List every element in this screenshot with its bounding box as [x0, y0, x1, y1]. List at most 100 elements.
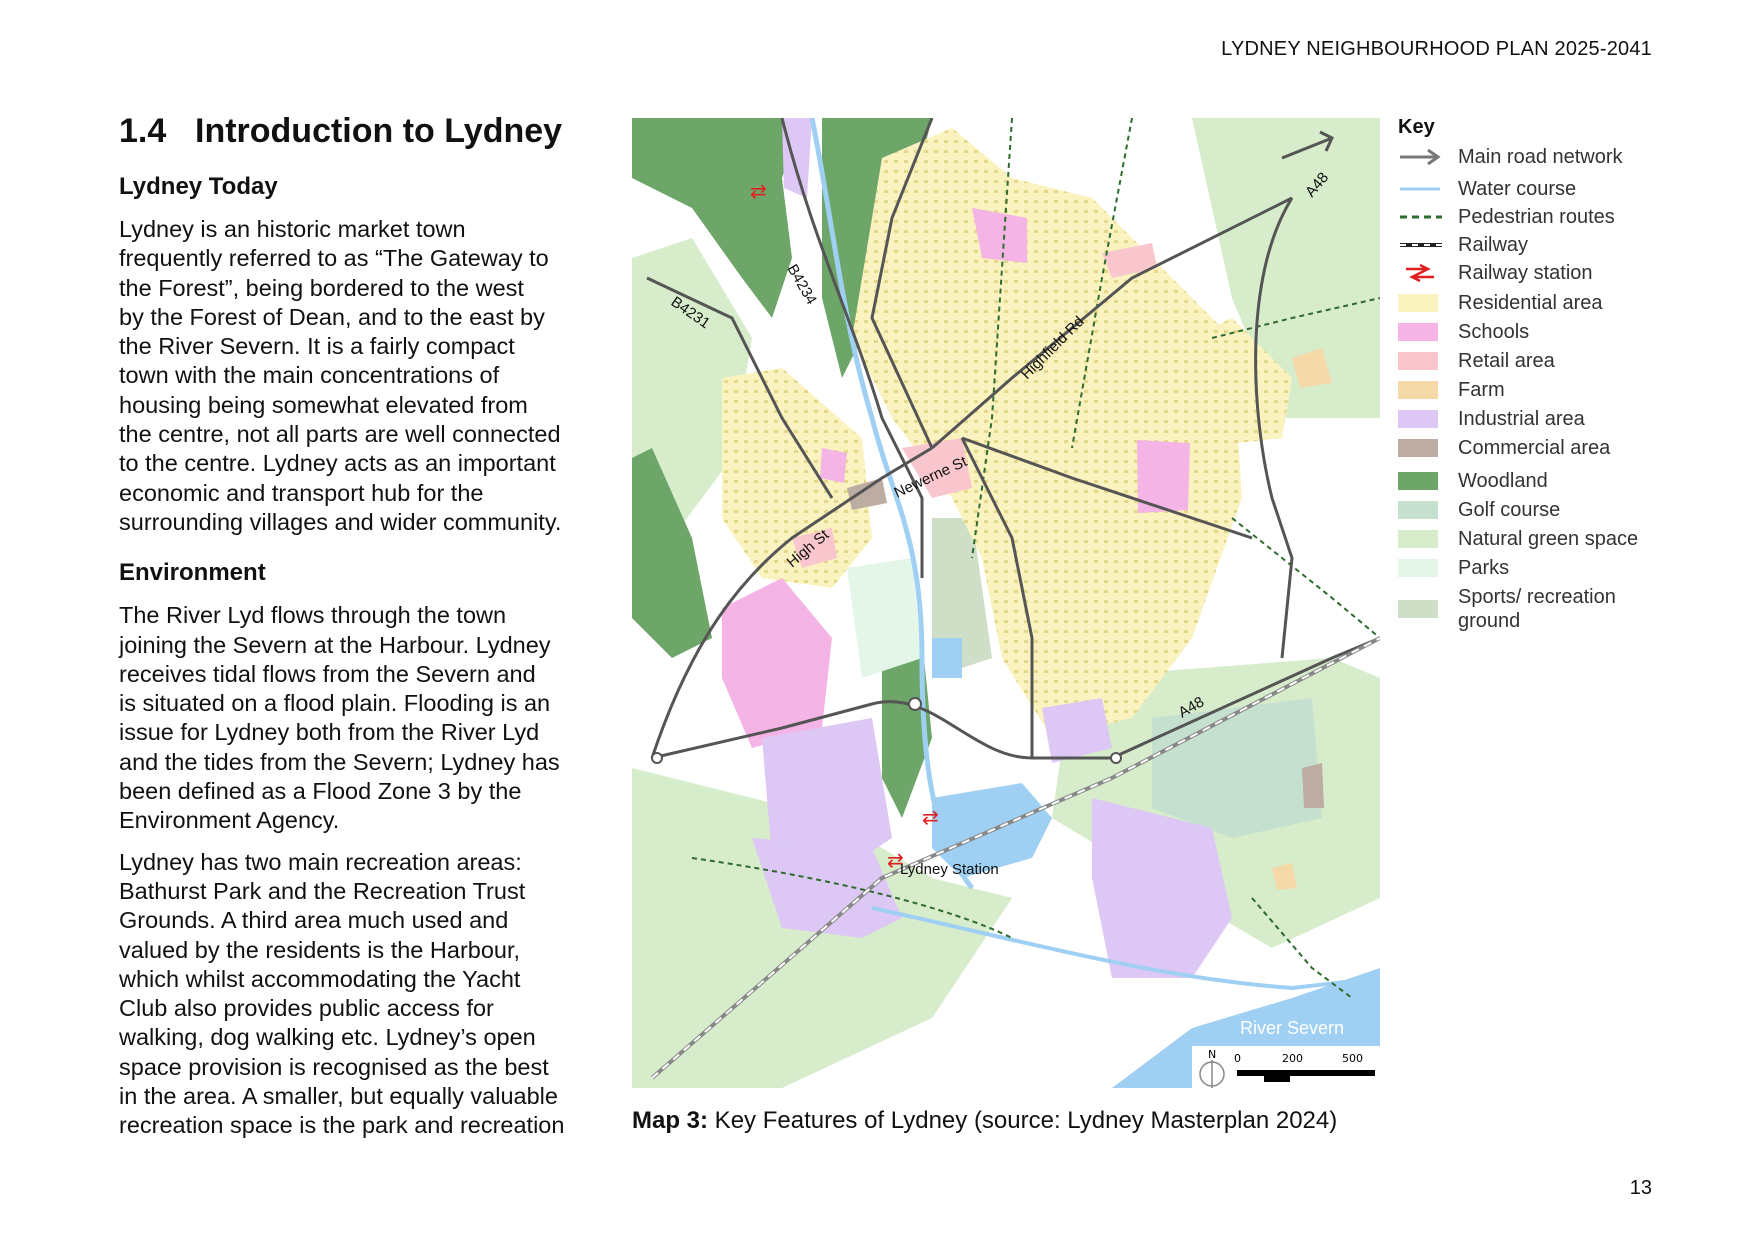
map-graphic: ⇄ ⇄ ⇄ B4234 B4231 Highfield Rd Newerne S… — [632, 118, 1380, 1088]
roundabout — [651, 752, 663, 764]
school — [820, 448, 847, 483]
industrial-area — [1042, 698, 1112, 763]
key-title: Key — [1398, 116, 1435, 138]
paragraph: Lydney is an historic market town freque… — [119, 216, 562, 535]
scale-bar — [1237, 1070, 1375, 1076]
key-label: Industrial area — [1458, 408, 1585, 430]
key-label: Residential area — [1458, 292, 1603, 314]
commercial-area — [1302, 763, 1324, 808]
key-item-woodland: Woodland — [1398, 469, 1688, 498]
rail-station-icon: ⇄ — [887, 848, 904, 872]
map-label-river-severn: River Severn — [1240, 1018, 1344, 1038]
subheading-lydney-today: Lydney Today — [119, 173, 278, 200]
water-course — [871, 906, 1380, 991]
scale-tick-0: 0 — [1234, 1052, 1241, 1065]
key-item-parks: Parks — [1398, 556, 1688, 585]
rail-station-icon: ⇄ — [750, 179, 767, 203]
key-item-pedestrian: Pedestrian routes — [1398, 205, 1688, 233]
swatch-commercial — [1398, 439, 1438, 457]
park — [847, 558, 922, 678]
scale-tick-500: 500 — [1342, 1052, 1363, 1065]
key-label: Farm — [1458, 379, 1505, 401]
farm — [1272, 863, 1297, 890]
intro-text-column: 1.4 Introduction to Lydney Lydney Today … — [119, 112, 609, 1153]
water-body — [932, 638, 962, 678]
paragraph: Lydney has two main recreation areas: Ba… — [119, 848, 565, 1139]
section-number: 1.4 — [119, 112, 167, 150]
retail-area — [792, 528, 837, 568]
retail-area — [1102, 243, 1157, 278]
swatch-parks — [1398, 559, 1438, 577]
key-item-golf: Golf course — [1398, 498, 1688, 527]
lydney-map: ⇄ ⇄ ⇄ B4234 B4231 Highfield Rd Newerne S… — [632, 118, 1380, 1088]
key-item-commercial: Commercial area — [1398, 436, 1688, 469]
key-label: Parks — [1458, 557, 1510, 579]
key-label: Golf course — [1458, 499, 1561, 521]
key-item-railway: Railway — [1398, 233, 1688, 261]
key-item-schools: Schools — [1398, 320, 1688, 349]
railway-dashes — [651, 637, 1380, 1079]
section-title: Introduction to Lydney — [195, 112, 563, 150]
residential-area — [852, 128, 1242, 738]
pedestrian-routes — [691, 118, 1380, 999]
swatch-schools — [1398, 323, 1438, 341]
railway-icon — [1398, 233, 1458, 257]
key-label: Sports/ recreation ground — [1458, 586, 1616, 632]
scale-bar-segment — [1264, 1076, 1290, 1082]
farm — [1292, 348, 1332, 388]
key-label: Railway station — [1458, 262, 1593, 284]
industrial-area — [752, 838, 902, 938]
key-item-residential: Residential area — [1398, 291, 1688, 320]
swatch-farm — [1398, 381, 1438, 399]
commercial-area — [847, 478, 887, 510]
swatch-golf — [1398, 501, 1438, 519]
key-label: Woodland — [1458, 470, 1548, 492]
north-label: N — [1208, 1048, 1216, 1061]
swatch-industrial — [1398, 410, 1438, 428]
key-label: Main road network — [1458, 146, 1623, 168]
map-caption-text: Key Features of Lydney (source: Lydney M… — [708, 1107, 1338, 1134]
key-item-industrial: Industrial area — [1398, 407, 1688, 436]
industrial-area — [1092, 798, 1232, 978]
rail-station-icon: ⇄ — [922, 805, 939, 829]
residential-area — [722, 368, 872, 588]
natural-green-space — [1192, 118, 1380, 418]
page-number: 13 — [1629, 1177, 1652, 1199]
swatch-retail — [1398, 352, 1438, 370]
map-key: Key Main road network Water course Pedes… — [1398, 116, 1688, 633]
key-label: Water course — [1458, 178, 1577, 200]
key-label: Pedestrian routes — [1458, 206, 1615, 228]
school — [722, 578, 832, 748]
school — [972, 208, 1027, 263]
key-label: Commercial area — [1458, 437, 1611, 459]
key-item-retail: Retail area — [1398, 349, 1688, 378]
key-item-railway-station: Railway station — [1398, 261, 1688, 291]
water-line-icon — [1398, 177, 1458, 201]
key-label: Schools — [1458, 321, 1530, 343]
woodland — [632, 448, 712, 658]
main-roads — [646, 118, 1380, 760]
river-lyd — [809, 118, 974, 890]
key-label: Natural green space — [1458, 528, 1639, 550]
paragraph: The River Lyd flows through the town joi… — [119, 602, 560, 834]
industrial-area — [762, 718, 892, 878]
swatch-natural — [1398, 530, 1438, 548]
swatch-woodland — [1398, 472, 1438, 490]
arrow-icon — [1398, 145, 1458, 169]
key-label: Retail area — [1458, 350, 1555, 372]
key-item-farm: Farm — [1398, 378, 1688, 407]
key-item-water-course: Water course — [1398, 177, 1688, 205]
rail-station-icon — [1398, 261, 1458, 285]
key-item-main-road: Main road network — [1398, 145, 1688, 177]
residential-area — [1102, 318, 1292, 448]
industrial-area — [782, 118, 812, 198]
roundabout — [1110, 752, 1122, 764]
subheading-environment: Environment — [119, 559, 266, 587]
map-label-lydney-station: Lydney Station — [900, 861, 999, 878]
school — [1137, 440, 1190, 513]
golf-course — [1152, 698, 1322, 838]
section-heading: 1.4 Introduction to Lydney — [119, 112, 609, 151]
scale-tick-200: 200 — [1282, 1052, 1303, 1065]
key-label: Railway — [1458, 234, 1529, 256]
page-header: LYDNEY NEIGHBOURHOOD PLAN 2025-2041 — [1221, 38, 1652, 60]
